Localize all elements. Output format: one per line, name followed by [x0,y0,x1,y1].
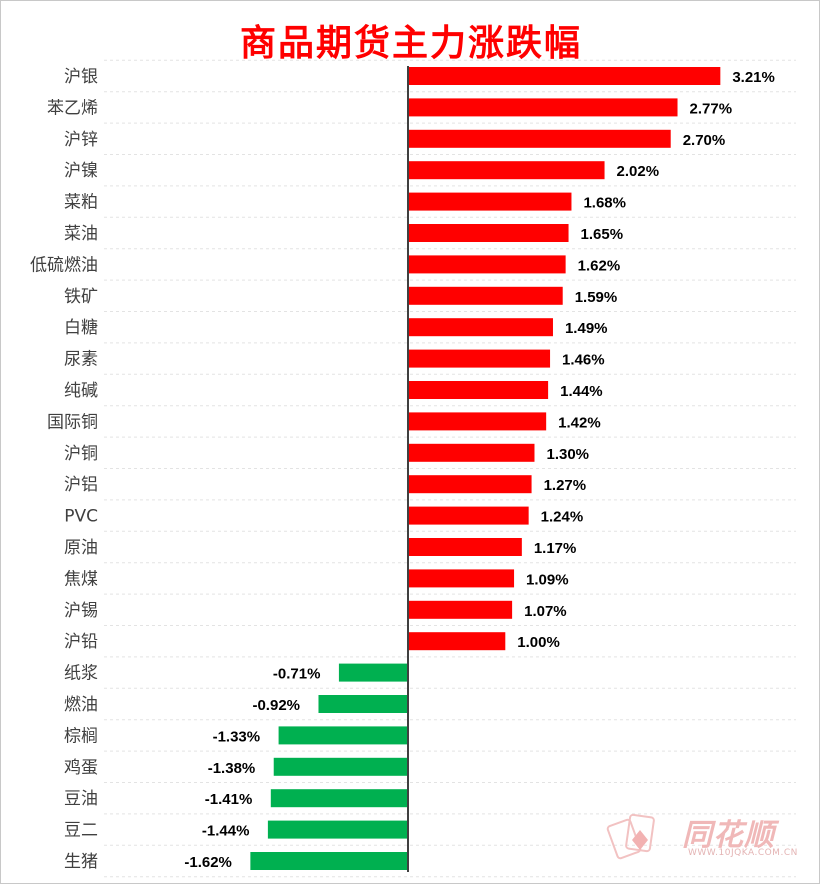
category-label: 纯碱 [64,381,98,401]
bar [408,161,605,180]
category-label: 纸浆 [64,664,98,684]
bar [408,255,566,274]
data-label: 1.68% [583,195,626,212]
category-label: 沪铝 [64,475,98,495]
data-label: 1.59% [575,289,618,306]
category-label: 棕榈 [64,726,98,746]
category-label: 生猪 [64,852,98,872]
watermark-url: WWW.10JQKA.COM.CN [688,848,798,858]
bar [408,286,563,305]
bar [318,695,408,713]
data-label: 1.00% [517,634,560,651]
category-label: 沪银 [64,67,98,87]
chart-title: 商品期货主力涨跌幅 [239,23,582,64]
cards-logo-icon [606,813,655,860]
data-label: 1.27% [544,477,587,494]
data-label: -0.71% [273,666,321,683]
data-label: -0.92% [252,697,300,714]
bar [250,852,408,870]
data-label: -1.44% [202,823,250,840]
data-label: 2.77% [690,100,733,117]
bar [408,506,529,525]
bar [408,475,532,494]
bar [408,67,721,85]
data-label: 1.07% [524,603,567,620]
category-label: 鸡蛋 [64,758,98,778]
bar [408,569,515,588]
data-label: 1.44% [560,383,603,400]
bar [338,663,408,682]
category-label: 燃油 [64,695,98,715]
bar [408,600,513,619]
data-label: 3.21% [732,69,775,86]
bar [278,726,408,745]
bar [408,381,549,399]
bar [408,318,553,337]
category-label: 菜粕 [64,193,98,213]
bar [270,789,408,808]
category-label: 沪锡 [64,601,98,621]
bar [408,538,522,556]
bar [408,632,506,651]
data-label: 1.30% [546,446,589,463]
category-label: 低硫燃油 [30,255,98,275]
category-label: 焦煤 [64,569,98,589]
data-label: 1.09% [526,571,569,588]
category-label: 豆油 [64,789,98,809]
bar [267,820,408,839]
data-label: 2.70% [683,132,726,149]
bar [273,757,408,776]
data-label: 1.46% [562,352,605,369]
category-label: 沪镍 [64,161,98,181]
data-label: -1.41% [205,791,253,808]
category-label: 国际铜 [47,412,98,432]
data-label: 1.62% [578,257,621,274]
category-label: 沪锌 [64,130,98,150]
bar [408,192,572,211]
data-label: 1.65% [581,226,624,243]
data-label: 1.49% [565,320,608,337]
category-label: 苯乙烯 [47,98,98,118]
category-label: 白糖 [64,318,98,338]
data-label: -1.38% [208,760,256,777]
data-label: 1.17% [534,540,577,557]
watermark: 同花顺 WWW.10JQKA.COM.CN [606,806,801,866]
category-label: 尿素 [64,350,98,370]
data-label: 1.24% [541,509,584,526]
category-label: 豆二 [64,821,98,841]
watermark-brand: 同花顺 [682,818,775,853]
data-label: -1.62% [184,854,232,871]
data-label: -1.33% [213,728,261,745]
category-label: 原油 [64,538,98,558]
bar [408,98,678,117]
category-label: PVC [64,507,98,527]
bar [408,443,535,462]
data-label: 2.02% [617,163,660,180]
data-label: 1.42% [558,414,601,431]
category-label: 沪铅 [64,632,98,652]
category-label: 铁矿 [64,287,98,307]
bar [408,224,569,242]
category-label: 沪铜 [64,444,98,464]
category-label: 菜油 [64,224,98,244]
bar [408,129,671,148]
bar [408,412,547,431]
bar [408,349,551,368]
